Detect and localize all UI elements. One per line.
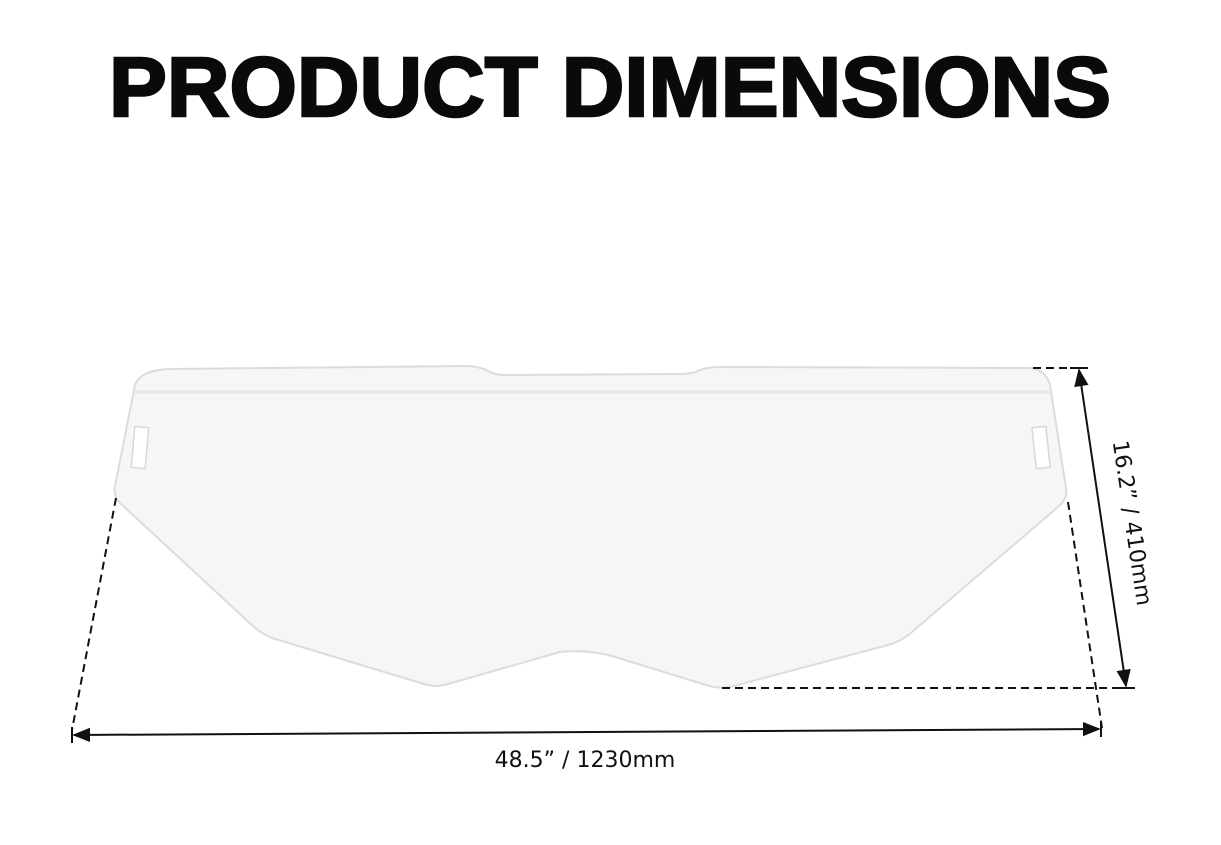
right-mount-slot: [1031, 425, 1051, 470]
visor-panel: [113, 364, 1068, 689]
height-arrow: [1074, 368, 1131, 688]
height-dimension-label: 16.2” / 410mm: [1107, 439, 1156, 608]
page-title: PRODUCT DIMENSIONS: [109, 40, 1111, 134]
width-dimension-label: 48.5” / 1230mm: [495, 748, 676, 773]
width-arrow: [72, 721, 1101, 743]
visor-shape: [113, 364, 1068, 689]
left-mount-slot: [130, 425, 150, 470]
dimension-arrows: [71, 367, 1135, 743]
